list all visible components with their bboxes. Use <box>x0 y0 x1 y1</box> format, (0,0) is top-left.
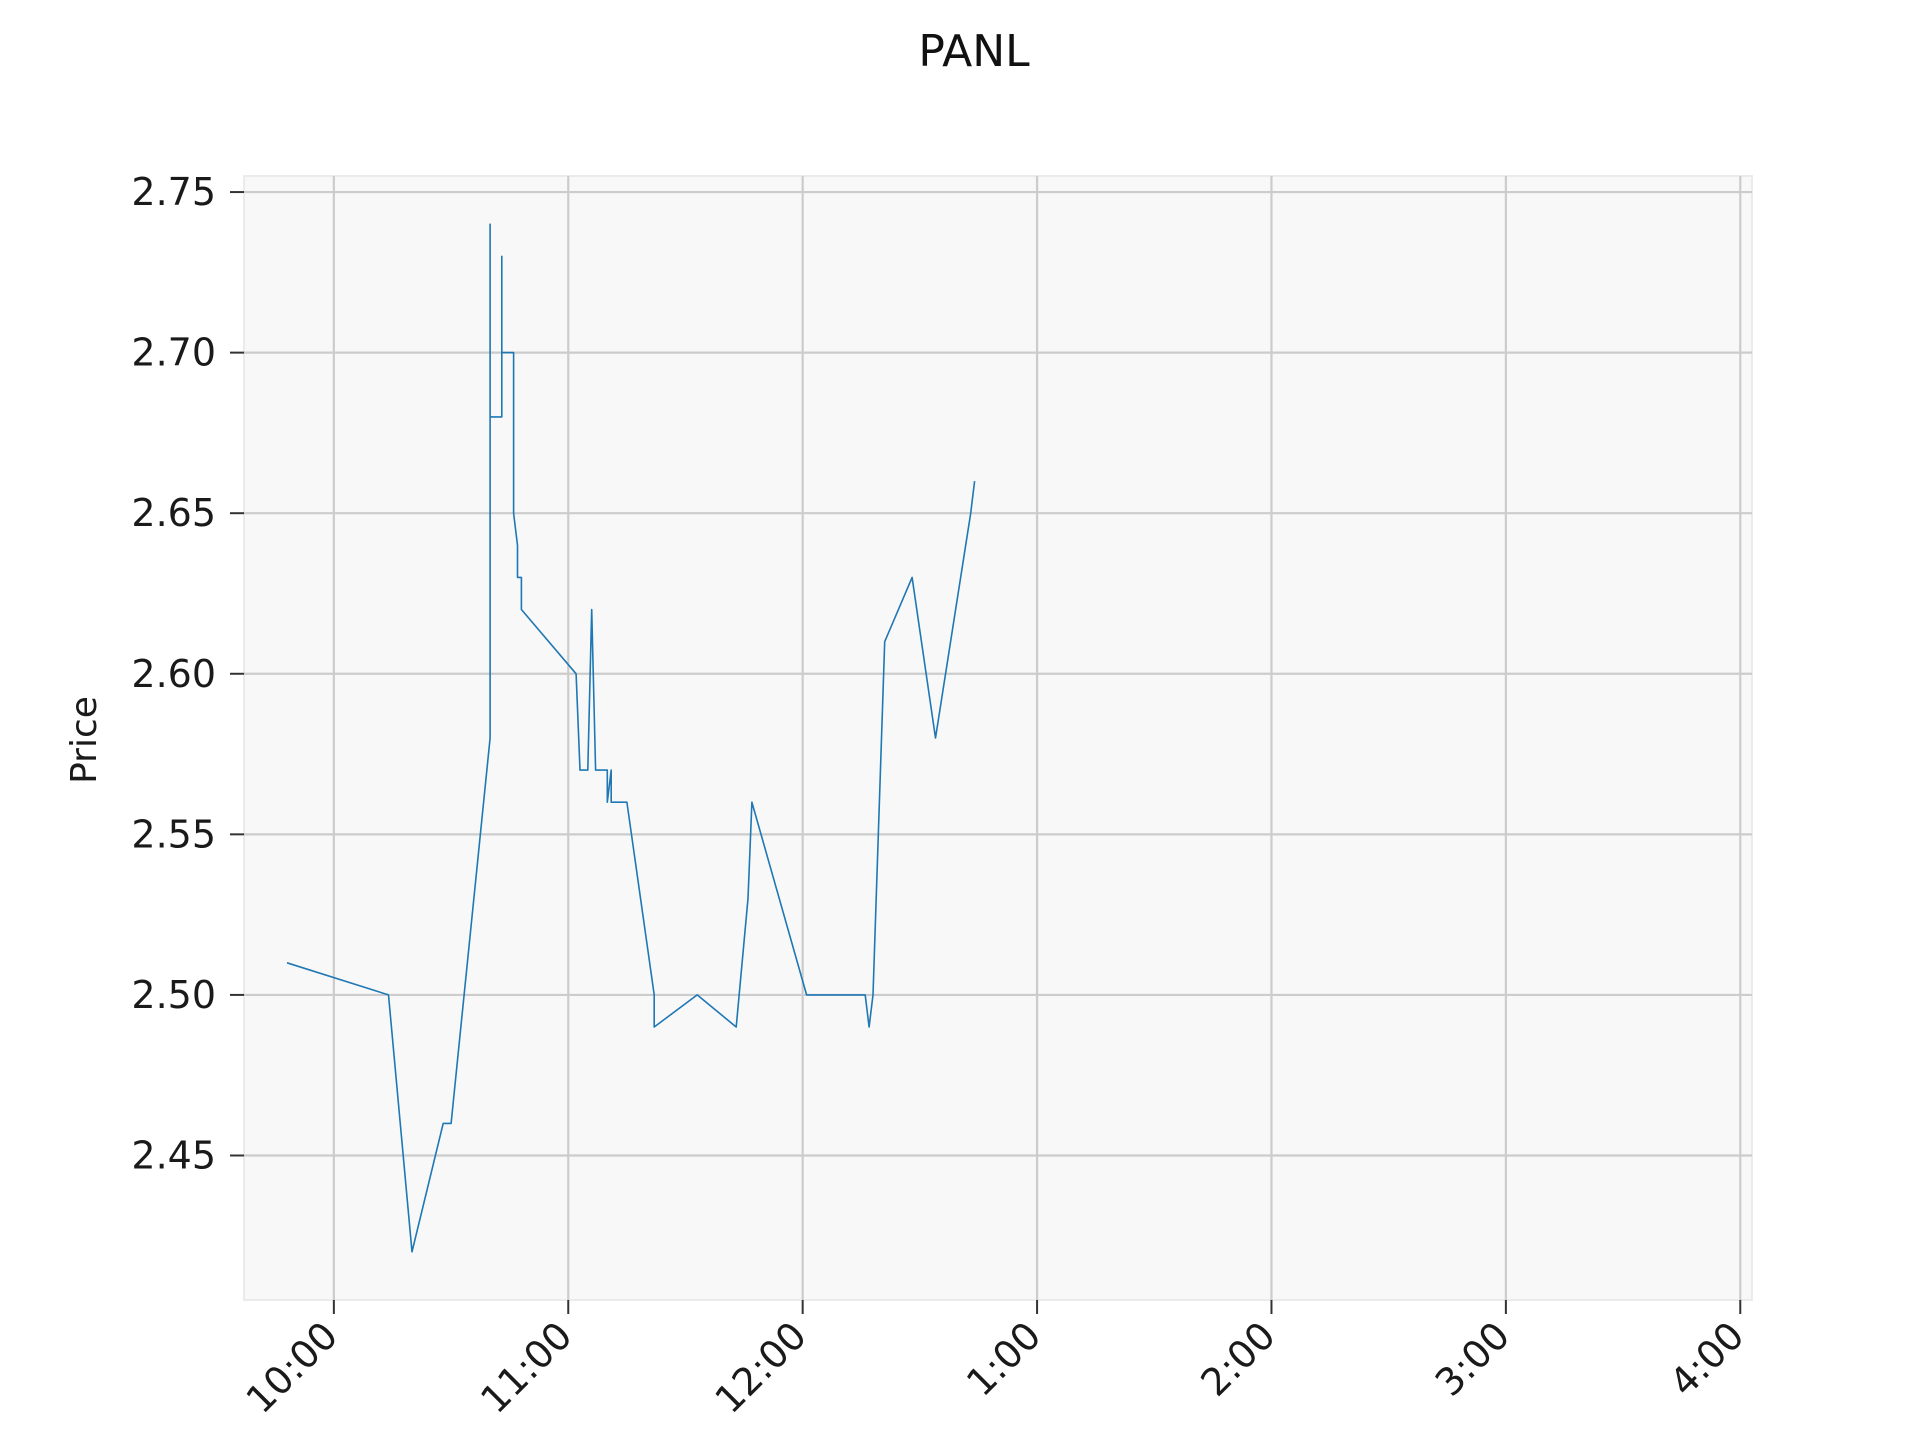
y-tick-label: 2.65 <box>131 491 216 535</box>
y-gridlines <box>244 190 1752 1157</box>
x-axis-ticks: 10:00 11:00 12:00 1:00 2:00 3:00 4:00 <box>238 1300 1753 1422</box>
x-tick-label: 2:00 <box>1192 1313 1283 1404</box>
x-tick-label: 11:00 <box>472 1313 581 1422</box>
x-gridlines <box>332 176 1742 1300</box>
series-layer <box>286 223 976 1253</box>
y-tick-label: 2.55 <box>131 812 216 856</box>
x-tick-label: 3:00 <box>1427 1313 1518 1404</box>
y-tick-label: 2.45 <box>131 1133 216 1177</box>
x-tick-label: 4:00 <box>1661 1313 1752 1404</box>
y-axis-ticks: 2.45 2.50 2.55 2.60 2.65 2.70 2.75 <box>131 170 244 1177</box>
y-tick-label: 2.70 <box>131 331 216 375</box>
x-tick-label: 1:00 <box>958 1313 1049 1404</box>
plot-area <box>243 175 1753 1301</box>
x-tick-label: 10:00 <box>238 1313 347 1422</box>
y-tick-label: 2.75 <box>131 170 216 214</box>
y-axis-label: Price <box>64 696 105 784</box>
price-series-line <box>286 223 976 1253</box>
y-tick-label: 2.60 <box>131 652 216 696</box>
chart-title: PANL <box>918 26 1030 77</box>
y-tick-label: 2.50 <box>131 973 216 1017</box>
x-tick-label: 12:00 <box>706 1313 815 1422</box>
